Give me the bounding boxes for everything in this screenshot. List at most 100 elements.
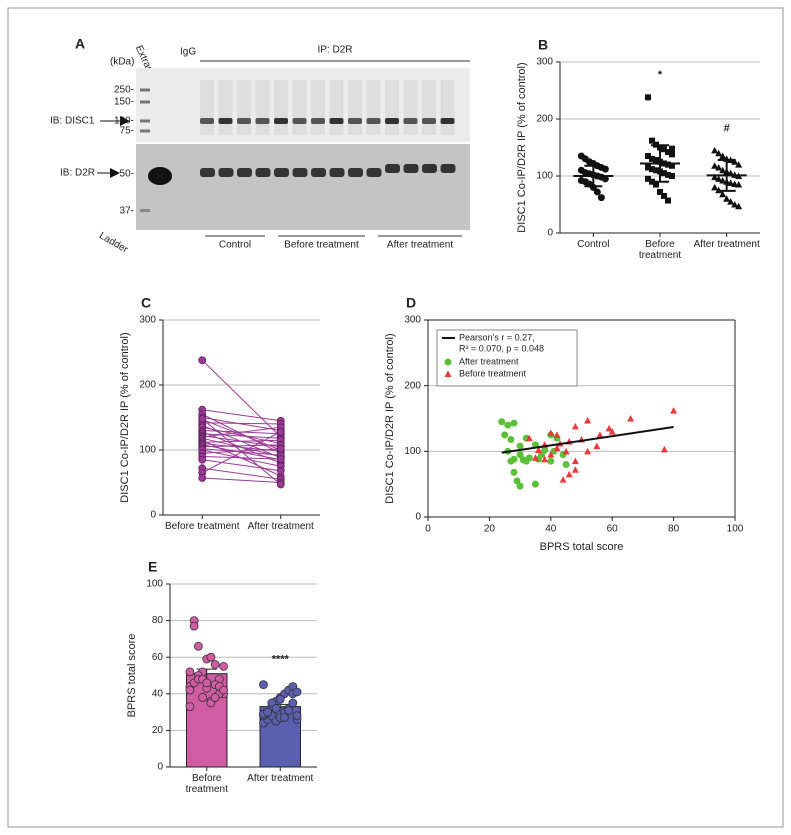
- mw-marker: 37-: [120, 206, 134, 217]
- point: [510, 468, 518, 476]
- legend-swatch: [444, 358, 452, 366]
- panel-letter: B: [538, 37, 548, 53]
- d2r-band: [385, 164, 400, 173]
- d2r-band: [422, 164, 437, 173]
- x-tick-label-box: Before treatment: [165, 521, 239, 532]
- point: [516, 451, 524, 459]
- point: [670, 407, 678, 414]
- point: [571, 466, 579, 473]
- point: [259, 680, 268, 690]
- group-label: Before treatment: [284, 240, 359, 251]
- disc1-band: [218, 118, 233, 124]
- point: [519, 456, 527, 464]
- point: [653, 181, 659, 188]
- point: [210, 693, 220, 702]
- disc1-band: [311, 118, 325, 124]
- point: [719, 177, 727, 184]
- disc1-band: [385, 118, 399, 124]
- lane-smear: [440, 80, 455, 135]
- disc1-band: [366, 118, 381, 124]
- point: [645, 175, 651, 182]
- d2r-band: [348, 168, 363, 177]
- point: [276, 466, 285, 475]
- disc1-band: [440, 118, 455, 124]
- point: [731, 201, 739, 208]
- point: [507, 436, 515, 444]
- pair-line: [202, 409, 281, 422]
- arrow: [110, 168, 120, 178]
- point: [198, 356, 207, 365]
- point: [501, 431, 509, 439]
- point: [665, 171, 671, 178]
- lane-smear: [200, 80, 214, 135]
- ip-label: IP: D2R: [317, 45, 352, 56]
- point: [565, 470, 573, 478]
- point: [276, 455, 285, 464]
- point: [288, 698, 298, 708]
- point: [649, 155, 655, 162]
- pair-line: [202, 413, 281, 454]
- legend-fit-label: Pearson’s r = 0.27,: [459, 332, 535, 342]
- point: [219, 685, 228, 695]
- point: [669, 151, 675, 158]
- point: [516, 482, 524, 490]
- x-tick-label-box: After treatment: [694, 239, 760, 250]
- x-tick-label: 60: [607, 524, 619, 535]
- point: [516, 442, 524, 450]
- gel-bottom: [136, 144, 470, 230]
- x-tick-label-box: After treatment: [247, 773, 313, 784]
- point: [735, 202, 743, 210]
- y-tick-label: 20: [152, 725, 164, 736]
- point: [665, 149, 671, 156]
- point: [562, 460, 570, 468]
- annotation: *: [658, 69, 663, 81]
- point: [198, 693, 207, 702]
- y-tick-label: 60: [152, 652, 164, 663]
- y-tick-label: 300: [139, 315, 156, 326]
- point: [210, 660, 220, 669]
- annotation: ****: [272, 654, 290, 666]
- point: [202, 678, 212, 688]
- y-axis-label: DISC1 Co-IP/D2R IP (% of control): [516, 62, 528, 232]
- disc1-band: [237, 118, 251, 124]
- y-axis-label: DISC1 Co-IP/D2R IP (% of control): [384, 333, 396, 503]
- point: [193, 641, 203, 651]
- pair-line: [202, 459, 281, 472]
- lane-smear: [255, 80, 270, 135]
- point: [661, 192, 667, 199]
- panel-letter: A: [75, 36, 85, 52]
- point: [715, 175, 723, 182]
- fit-line: [501, 426, 674, 454]
- point: [715, 163, 723, 171]
- lane-smear: [329, 80, 344, 135]
- kda-label: (kDa): [110, 57, 134, 68]
- legend-label: Before treatment: [459, 368, 527, 378]
- d2r-band: [237, 168, 252, 177]
- lane-smear: [348, 80, 362, 135]
- point: [719, 190, 727, 198]
- point: [510, 419, 518, 427]
- lane-smear: [274, 80, 288, 135]
- point: [276, 444, 285, 453]
- y-tick-label: 0: [150, 510, 156, 521]
- point: [645, 153, 651, 160]
- x-tick-label: Before treatment: [185, 773, 228, 795]
- d2r-band: [218, 168, 234, 177]
- point: [547, 451, 555, 458]
- pair-line: [202, 477, 281, 483]
- point: [601, 175, 609, 183]
- disc1-band: [403, 118, 418, 124]
- y-tick-label: 100: [404, 446, 421, 457]
- x-tick-label: 100: [727, 524, 744, 535]
- blot-panel: A Extracts (kDa) IgG IP: D2R IB: DISC1 I…: [50, 36, 470, 256]
- point: [198, 455, 207, 464]
- point: [719, 166, 727, 174]
- point: [559, 476, 567, 483]
- d2r-band: [366, 168, 382, 177]
- point: [185, 702, 195, 712]
- point: [608, 428, 616, 435]
- y-tick-label: 200: [139, 380, 156, 391]
- d2r-band: [255, 168, 271, 177]
- legend-box: [436, 329, 578, 387]
